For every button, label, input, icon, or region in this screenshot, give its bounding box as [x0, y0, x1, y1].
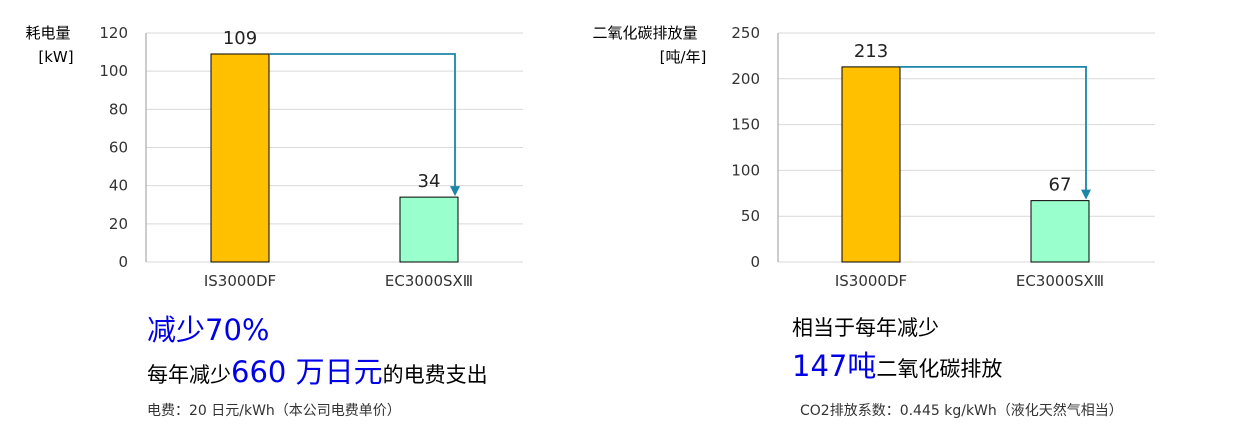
data-label: 34 — [418, 171, 441, 192]
y-tick-label: 0 — [118, 253, 128, 271]
yearly-saving-amount: 660 万日元 — [231, 355, 383, 389]
reduction-arrow — [269, 53, 456, 189]
power-consumption-chart: 耗电量 [kW] 0 20 40 60 80 100 120 IS3000DF EC3000S… — [25, 24, 523, 290]
y-tick-label: 50 — [741, 207, 760, 225]
yearly-saving-prefix: 每年减少 — [147, 363, 231, 387]
bar — [841, 66, 901, 263]
arrow-head — [1081, 189, 1091, 200]
electricity-price-note: 电费：20 日元/kWh（本公司电费单价） — [147, 403, 401, 419]
data-label: 109 — [223, 28, 257, 49]
y-axis-label-line2: [吨/年] — [660, 48, 707, 66]
reduction-arrow — [900, 65, 1087, 192]
y-axis-label-line1: 耗电量 — [25, 24, 70, 42]
category-label: IS3000DF — [204, 272, 276, 290]
y-tick-label: 40 — [109, 177, 128, 195]
y-tick-label: 200 — [731, 70, 760, 88]
y-tick-label: 250 — [731, 24, 760, 42]
y-tick-label: 120 — [99, 24, 128, 42]
category-label: EC3000SXⅢ — [1016, 272, 1104, 290]
bar — [210, 53, 270, 263]
y-tick-label: 150 — [731, 116, 760, 134]
y-tick-label: 0 — [750, 253, 760, 271]
co2-emission-chart: 二氧化碳排放量 [吨/年] 0 50 100 150 200 250 IS3000DF EC… — [592, 24, 1155, 290]
co2-reduction-line: 147吨二氧化碳排放 — [792, 352, 1002, 381]
y-axis-label-line1: 二氧化碳排放量 — [592, 24, 697, 42]
yearly-saving-line: 每年减少660 万日元的电费支出 — [147, 358, 488, 387]
bar — [1030, 200, 1090, 263]
data-label: 67 — [1049, 175, 1072, 196]
category-label: EC3000SXⅢ — [385, 272, 473, 290]
y-tick-label: 80 — [109, 100, 128, 118]
co2-reduction-amount: 147吨 — [792, 349, 877, 383]
data-label: 213 — [854, 41, 888, 62]
reduction-percent: 减少70% — [147, 313, 270, 347]
equivalent-heading: 相当于每年减少 — [792, 316, 939, 340]
y-tick-label: 100 — [99, 62, 128, 80]
category-label: IS3000DF — [835, 272, 907, 290]
co2-reduction-suffix: 二氧化碳排放 — [876, 357, 1003, 381]
yearly-saving-suffix: 的电费支出 — [382, 363, 488, 387]
y-tick-label: 100 — [731, 161, 760, 179]
arrow-head — [450, 186, 460, 197]
y-axis-label-line2: [kW] — [38, 48, 73, 66]
y-tick-label: 60 — [109, 139, 128, 157]
bar — [399, 196, 459, 263]
y-tick-label: 20 — [109, 215, 128, 233]
co2-factor-note: CO2排放系数：0.445 kg/kWh（液化天然气相当） — [800, 403, 1123, 419]
